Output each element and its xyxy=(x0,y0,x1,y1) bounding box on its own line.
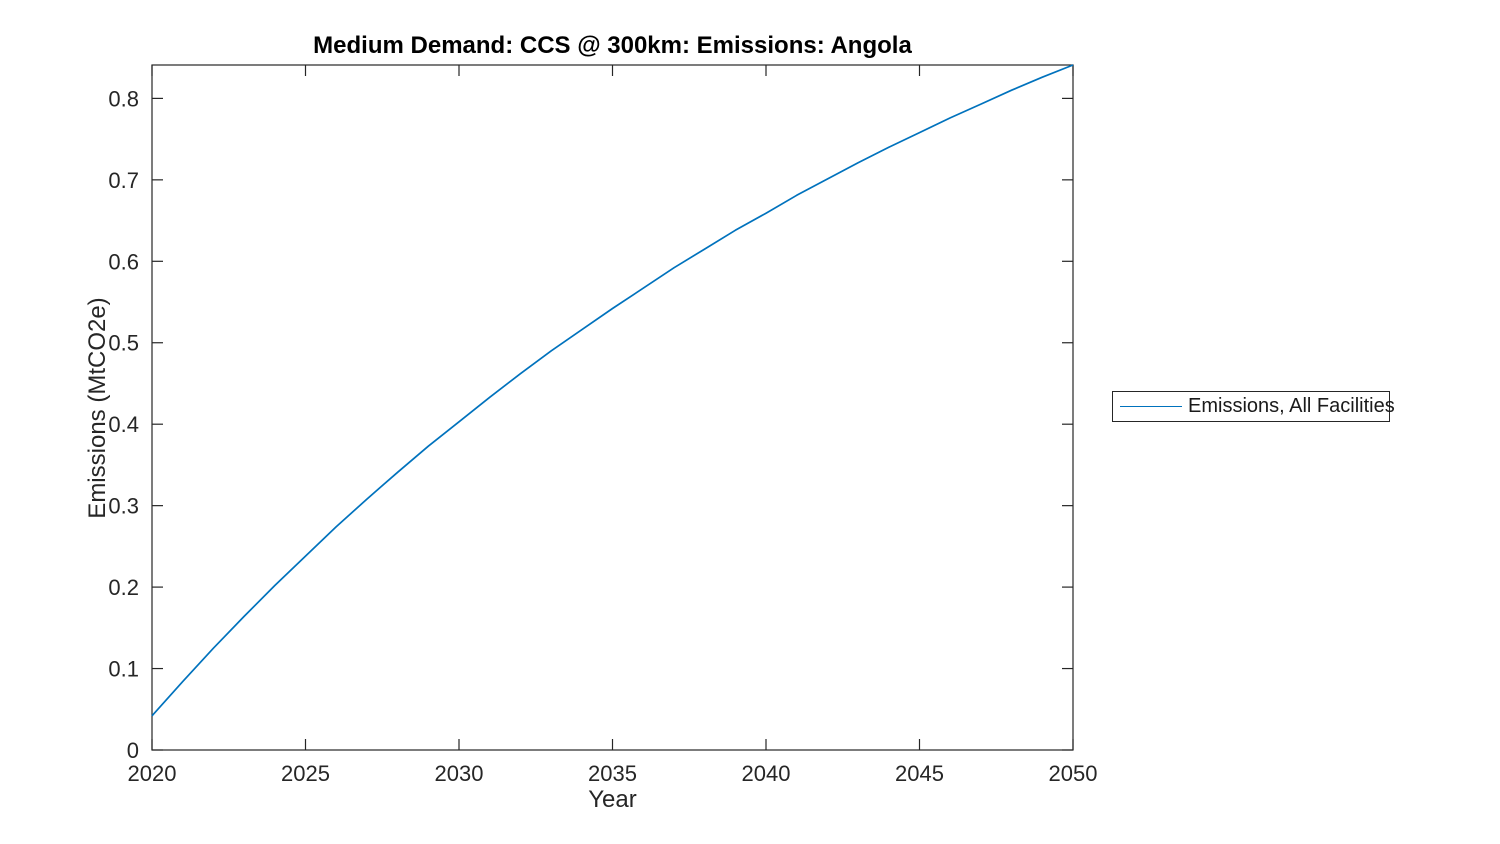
y-tick-label: 0.3 xyxy=(108,494,139,519)
chart-title: Medium Demand: CCS @ 300km: Emissions: A… xyxy=(313,32,912,59)
emissions-line xyxy=(151,64,1074,717)
x-tick-label: 2020 xyxy=(128,761,177,786)
y-tick-label: 0.6 xyxy=(108,249,139,274)
y-axis-label: Emissions (MtCO2e) xyxy=(84,297,111,519)
y-tick-label: 0.5 xyxy=(108,331,139,356)
x-axis-label: Year xyxy=(588,786,637,813)
y-tick-label: 0.4 xyxy=(108,412,139,437)
x-tick-label: 2050 xyxy=(1049,761,1098,786)
x-tick-label: 2025 xyxy=(281,761,330,786)
y-tick-label: 0.8 xyxy=(108,86,139,111)
y-tick-label: 0.7 xyxy=(108,168,139,193)
plot-box xyxy=(151,64,1074,751)
x-tick-label: 2040 xyxy=(742,761,791,786)
legend-item-label: Emissions, All Facilities xyxy=(1188,395,1395,417)
x-tick-label: 2045 xyxy=(895,761,944,786)
y-tick-label: 0.2 xyxy=(108,575,139,600)
legend-box: Emissions, All Facilities xyxy=(1112,391,1395,422)
x-tick-label: 2035 xyxy=(588,761,637,786)
y-tick-label: 0 xyxy=(127,738,139,763)
y-tick-label: 0.1 xyxy=(108,657,139,682)
x-tick-label: 2030 xyxy=(435,761,484,786)
legend-line-sample xyxy=(1120,406,1182,407)
